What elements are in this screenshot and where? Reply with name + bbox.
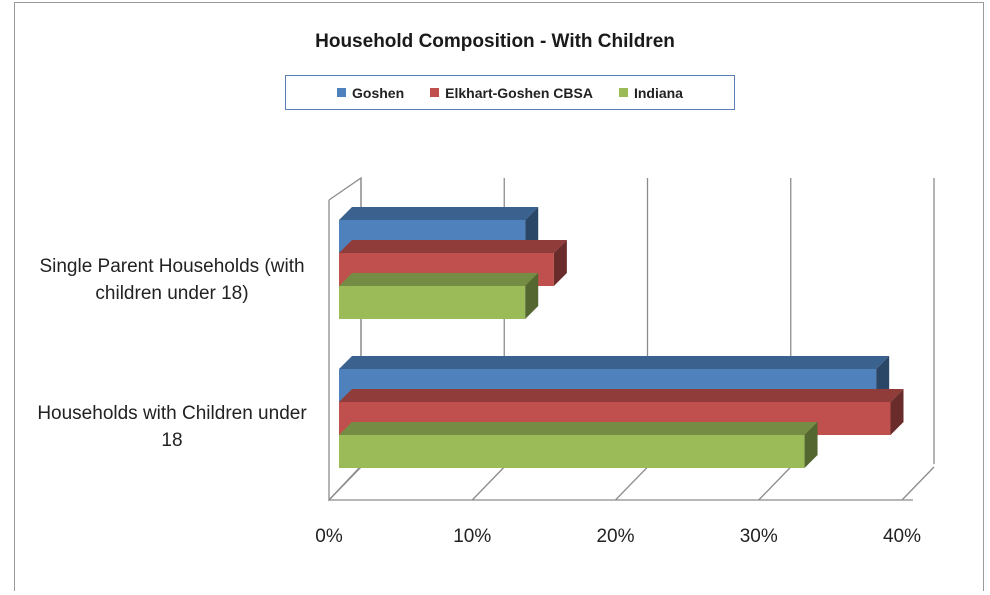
floor-gridline	[471, 466, 505, 501]
legend-swatch-goshen	[337, 88, 347, 97]
bar	[339, 286, 526, 319]
floor-gridline	[615, 466, 648, 501]
legend-label-elkhart: Elkhart-Goshen CBSA	[445, 84, 593, 101]
category-label-households-children: Households with Children under 18	[37, 403, 307, 451]
bar-top	[339, 273, 539, 286]
chart-frame	[14, 2, 984, 591]
bar-end	[804, 422, 818, 468]
chart-title: Household Composition - With Children	[315, 31, 675, 52]
bar	[339, 435, 805, 468]
floor-gridline	[901, 466, 935, 501]
x-tick-label: 20%	[596, 526, 634, 547]
x-tick-label: 30%	[740, 526, 778, 547]
legend-item-elkhart: Elkhart-Goshen CBSA	[430, 85, 593, 101]
x-tick-label: 0%	[315, 526, 343, 547]
bar-top	[339, 207, 539, 220]
bar-end	[890, 389, 904, 435]
legend-swatch-indiana	[618, 88, 628, 97]
x-tick-label: 40%	[883, 526, 921, 547]
bar-end	[525, 273, 539, 319]
category-label-single-parent: Single Parent Households (with children …	[39, 256, 305, 304]
bar-top	[339, 389, 904, 402]
legend-label-goshen: Goshen	[352, 84, 405, 101]
legend-swatch-elkhart	[430, 88, 440, 97]
floor-gridline	[758, 466, 792, 501]
legend-item-indiana: Indiana	[618, 84, 683, 101]
bar-top	[339, 356, 890, 369]
bar-top	[339, 240, 567, 253]
legend-label-indiana: Indiana	[633, 84, 683, 101]
legend: Goshen Elkhart-Goshen CBSA Indiana	[285, 75, 735, 110]
x-tick-label: 10%	[453, 526, 491, 547]
legend-item-goshen: Goshen	[337, 85, 404, 101]
bar-end	[553, 240, 567, 286]
bar-top	[339, 422, 818, 435]
